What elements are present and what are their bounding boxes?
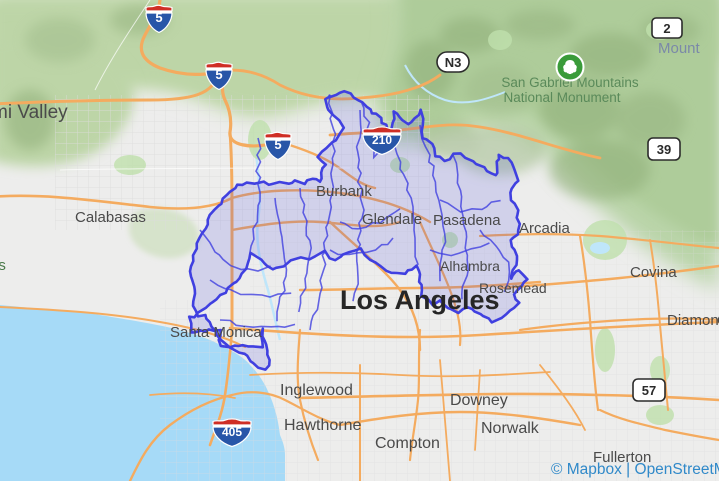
svg-text:Diamond: Diamond <box>667 312 719 329</box>
svg-text:Hawthorne: Hawthorne <box>284 417 361 434</box>
svg-text:mi Valley: mi Valley <box>0 102 68 123</box>
svg-text:Norwalk: Norwalk <box>481 420 540 437</box>
svg-text:N3: N3 <box>445 55 462 70</box>
svg-text:Downey: Downey <box>450 392 508 409</box>
svg-text:Burbank: Burbank <box>316 183 372 200</box>
svg-text:Inglewood: Inglewood <box>280 382 353 399</box>
svg-text:Arcadia: Arcadia <box>519 220 571 237</box>
svg-text:39: 39 <box>657 142 671 157</box>
svg-text:Mount: Mount <box>658 40 701 57</box>
svg-text:Compton: Compton <box>375 435 440 452</box>
svg-text:Calabasas: Calabasas <box>75 209 146 226</box>
svg-text:Los Angeles: Los Angeles <box>340 285 500 315</box>
svg-text:Glendale: Glendale <box>362 211 422 228</box>
svg-text:Pasadena: Pasadena <box>433 212 501 229</box>
svg-text:Covina: Covina <box>630 264 677 281</box>
svg-text:2: 2 <box>663 21 670 36</box>
svg-text:as: as <box>0 257 6 274</box>
svg-text:Santa Monica: Santa Monica <box>170 324 262 341</box>
svg-text:57: 57 <box>642 383 656 398</box>
svg-text:as: as <box>0 477 8 481</box>
svg-text:Alhambra: Alhambra <box>440 258 500 274</box>
svg-text:© Mapbox | OpenStreetMap: © Mapbox | OpenStreetMap <box>551 461 719 478</box>
svg-text:National Monument: National Monument <box>503 90 620 105</box>
